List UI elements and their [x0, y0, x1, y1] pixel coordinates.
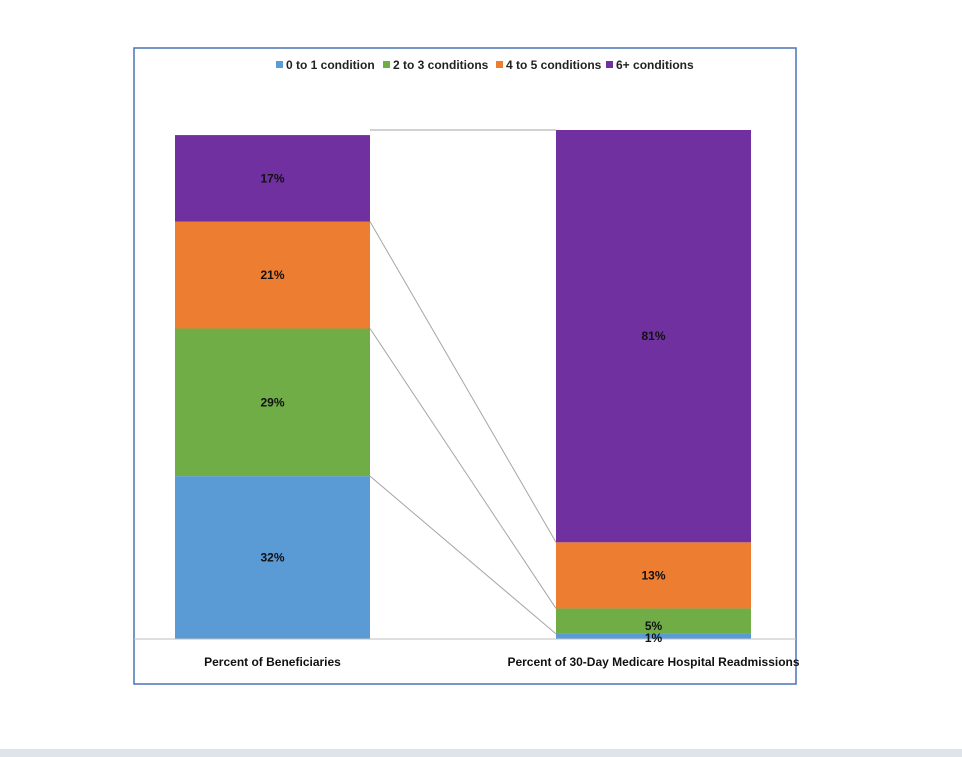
- data-label-4-to-5-conditions-2: 13%: [641, 568, 665, 582]
- legend-item-4-to-5-conditions: 4 to 5 conditions: [496, 58, 602, 72]
- legend-label: 2 to 3 conditions: [393, 58, 489, 72]
- data-label-6-conditions-1: 17%: [260, 171, 284, 185]
- segment-labels: 32% 29% 21% 17% 1%5% 13% 81%: [260, 171, 665, 645]
- legend-label: 0 to 1 condition: [286, 58, 375, 72]
- connector-line-2: [369, 328, 557, 609]
- bar-segment-6-conditions-2: [556, 130, 751, 543]
- bar-segment-2-to-3-conditions-2: [556, 608, 751, 634]
- data-label-2-to-3-conditions-2: 5%: [645, 619, 663, 633]
- legend-item-0-to-1-condition: 0 to 1 condition: [276, 58, 375, 72]
- bar-segment-0-to-1-condition-1: [175, 476, 370, 639]
- data-label-0-to-1-condition-1: 32%: [260, 551, 284, 565]
- bar-segment-6-conditions-1: [175, 135, 370, 222]
- category-label-1: Percent of Beneficiaries: [204, 655, 341, 669]
- legend-item-6-conditions: 6+ conditions: [606, 58, 694, 72]
- connector-line-3: [369, 221, 557, 543]
- bottom-strip: [0, 749, 962, 757]
- chart-legend: 0 to 1 condition 2 to 3 conditions 4 to 5 …: [276, 58, 694, 72]
- legend-swatch: [606, 61, 613, 68]
- bar-segment-4-to-5-conditions-1: [175, 221, 370, 329]
- data-label-0-to-1-condition-2: 1%: [645, 631, 663, 645]
- data-label-6-conditions-2: 81%: [641, 329, 665, 343]
- bars: [175, 130, 751, 639]
- category-label-2: Percent of 30-Day Medicare Hospital Read…: [507, 655, 799, 669]
- connector-line-1: [369, 475, 557, 635]
- legend-item-2-to-3-conditions: 2 to 3 conditions: [383, 58, 489, 72]
- data-label-4-to-5-conditions-1: 21%: [260, 268, 284, 282]
- legend-swatch: [496, 61, 503, 68]
- legend-swatch: [383, 61, 390, 68]
- bar-segment-2-to-3-conditions-1: [175, 328, 370, 477]
- legend-label: 4 to 5 conditions: [506, 58, 602, 72]
- data-label-2-to-3-conditions-1: 29%: [260, 395, 284, 409]
- bar-segment-0-to-1-condition-2: [556, 633, 751, 639]
- legend-swatch: [276, 61, 283, 68]
- connector-lines: [369, 129, 557, 635]
- legend-label: 6+ conditions: [616, 58, 694, 72]
- category-labels: Percent of Beneficiaries Percent of 30-Da…: [204, 655, 800, 669]
- bar-segment-4-to-5-conditions-2: [556, 542, 751, 609]
